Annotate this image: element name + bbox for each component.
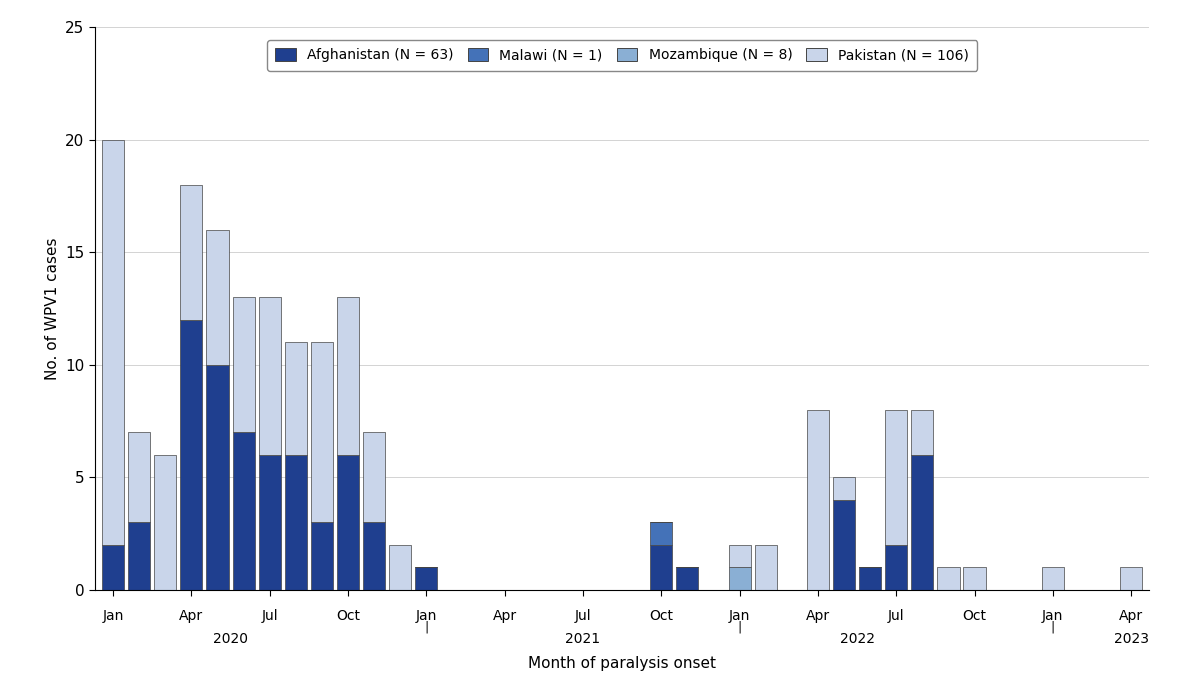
Bar <box>1120 567 1142 590</box>
Text: Jan: Jan <box>416 609 437 624</box>
Bar <box>937 567 960 590</box>
Bar <box>729 545 750 567</box>
Bar <box>729 567 750 590</box>
Bar <box>258 298 281 455</box>
Text: |: | <box>1051 621 1055 633</box>
Bar <box>755 545 777 590</box>
Text: |: | <box>424 621 429 633</box>
Bar <box>180 320 203 590</box>
Text: Apr: Apr <box>1119 609 1144 624</box>
Bar <box>807 410 829 590</box>
Bar <box>833 500 856 590</box>
Bar <box>180 185 203 320</box>
Text: Jan: Jan <box>729 609 750 624</box>
Bar <box>128 523 150 590</box>
Bar <box>206 365 229 590</box>
Text: Jul: Jul <box>575 609 591 624</box>
Bar <box>911 455 934 590</box>
Text: 2022: 2022 <box>839 632 875 646</box>
Text: Apr: Apr <box>179 609 204 624</box>
Text: Oct: Oct <box>962 609 987 624</box>
Text: 2023: 2023 <box>1114 632 1148 646</box>
Bar <box>284 455 307 590</box>
Bar <box>1042 567 1064 590</box>
Text: Jul: Jul <box>262 609 278 624</box>
Bar <box>911 410 934 455</box>
Bar <box>232 432 255 590</box>
X-axis label: Month of paralysis onset: Month of paralysis onset <box>529 656 716 671</box>
Text: Jan: Jan <box>1042 609 1064 624</box>
Bar <box>963 567 986 590</box>
Legend: Afghanistan (N = 63), Malawi (N = 1), Mozambique (N = 8), Pakistan (N = 106): Afghanistan (N = 63), Malawi (N = 1), Mo… <box>267 40 978 71</box>
Bar <box>337 455 359 590</box>
Bar <box>310 342 333 523</box>
Bar <box>389 545 411 590</box>
Text: Jan: Jan <box>102 609 123 624</box>
Text: 2020: 2020 <box>213 632 248 646</box>
Bar <box>102 545 124 590</box>
Bar <box>363 432 385 523</box>
Bar <box>284 342 307 455</box>
Text: Jul: Jul <box>888 609 904 624</box>
Bar <box>885 410 908 545</box>
Text: Apr: Apr <box>493 609 517 624</box>
Bar <box>885 545 908 590</box>
Bar <box>128 432 150 523</box>
Bar <box>651 523 672 545</box>
Bar <box>363 523 385 590</box>
Bar <box>258 455 281 590</box>
Y-axis label: No. of WPV1 cases: No. of WPV1 cases <box>45 237 59 380</box>
Bar <box>651 545 672 590</box>
Text: Oct: Oct <box>649 609 673 624</box>
Bar <box>310 523 333 590</box>
Bar <box>859 567 882 590</box>
Text: Apr: Apr <box>806 609 830 624</box>
Bar <box>337 298 359 455</box>
Bar <box>206 230 229 365</box>
Text: Oct: Oct <box>337 609 360 624</box>
Bar <box>102 140 124 545</box>
Bar <box>677 567 698 590</box>
Bar <box>154 455 177 590</box>
Bar <box>232 298 255 432</box>
Text: 2021: 2021 <box>565 632 601 646</box>
Bar <box>415 567 437 590</box>
Bar <box>833 477 856 500</box>
Text: |: | <box>737 621 742 633</box>
